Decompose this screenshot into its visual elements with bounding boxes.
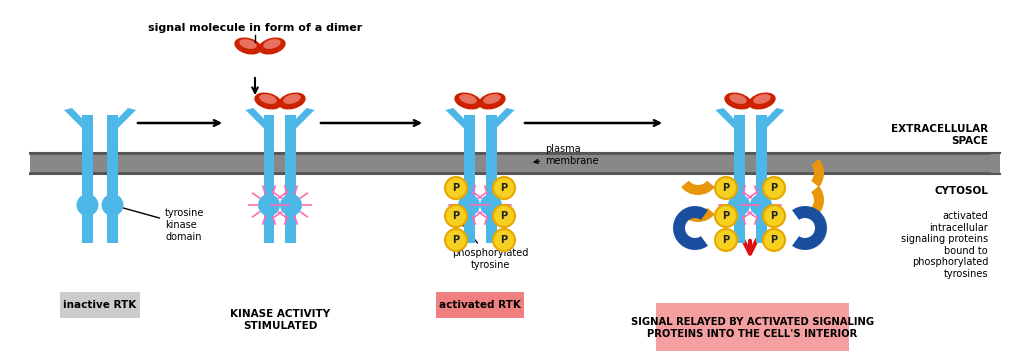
Circle shape bbox=[258, 194, 280, 216]
Ellipse shape bbox=[258, 38, 286, 54]
Ellipse shape bbox=[478, 92, 506, 110]
Ellipse shape bbox=[263, 39, 281, 49]
Circle shape bbox=[493, 177, 515, 199]
FancyBboxPatch shape bbox=[30, 153, 990, 172]
Text: EXTRACELLULAR
SPACE: EXTRACELLULAR SPACE bbox=[891, 124, 988, 146]
Wedge shape bbox=[681, 181, 715, 195]
Ellipse shape bbox=[483, 94, 501, 104]
FancyBboxPatch shape bbox=[656, 303, 849, 351]
Ellipse shape bbox=[459, 94, 477, 104]
FancyBboxPatch shape bbox=[106, 115, 118, 163]
Ellipse shape bbox=[279, 92, 306, 110]
Circle shape bbox=[480, 194, 502, 216]
Ellipse shape bbox=[749, 92, 776, 110]
Polygon shape bbox=[793, 206, 827, 250]
Wedge shape bbox=[811, 159, 824, 187]
Circle shape bbox=[763, 205, 785, 227]
Text: inactive RTK: inactive RTK bbox=[63, 300, 136, 310]
Text: P: P bbox=[723, 211, 729, 221]
Polygon shape bbox=[113, 108, 136, 128]
Text: P: P bbox=[770, 183, 777, 193]
Polygon shape bbox=[63, 108, 87, 128]
FancyBboxPatch shape bbox=[436, 292, 524, 318]
Text: P: P bbox=[770, 211, 777, 221]
Polygon shape bbox=[673, 206, 708, 250]
Circle shape bbox=[458, 194, 480, 216]
Ellipse shape bbox=[234, 38, 262, 54]
Polygon shape bbox=[246, 108, 269, 128]
Circle shape bbox=[763, 229, 785, 251]
Polygon shape bbox=[761, 108, 784, 128]
Polygon shape bbox=[445, 108, 469, 128]
Text: P: P bbox=[453, 211, 460, 221]
FancyBboxPatch shape bbox=[464, 163, 474, 243]
Circle shape bbox=[101, 194, 124, 216]
Circle shape bbox=[715, 177, 737, 199]
FancyBboxPatch shape bbox=[286, 115, 297, 163]
Text: P: P bbox=[723, 183, 729, 193]
Circle shape bbox=[728, 194, 750, 216]
Text: P: P bbox=[453, 183, 460, 193]
Circle shape bbox=[77, 194, 98, 216]
FancyBboxPatch shape bbox=[733, 163, 744, 243]
Text: P: P bbox=[453, 235, 460, 245]
Circle shape bbox=[445, 205, 467, 227]
Text: P: P bbox=[501, 211, 508, 221]
Text: CYTOSOL: CYTOSOL bbox=[934, 186, 988, 196]
Text: phosphorylated
tyrosine: phosphorylated tyrosine bbox=[452, 219, 528, 270]
Ellipse shape bbox=[754, 94, 771, 104]
Circle shape bbox=[715, 229, 737, 251]
Polygon shape bbox=[490, 108, 514, 128]
FancyBboxPatch shape bbox=[263, 115, 274, 163]
Ellipse shape bbox=[729, 94, 746, 104]
FancyBboxPatch shape bbox=[286, 163, 297, 243]
Ellipse shape bbox=[724, 92, 752, 110]
FancyBboxPatch shape bbox=[82, 115, 93, 163]
Wedge shape bbox=[681, 208, 715, 222]
Circle shape bbox=[493, 229, 515, 251]
FancyBboxPatch shape bbox=[263, 163, 274, 243]
FancyBboxPatch shape bbox=[464, 115, 474, 163]
Circle shape bbox=[445, 177, 467, 199]
Wedge shape bbox=[811, 186, 824, 214]
FancyBboxPatch shape bbox=[106, 163, 118, 243]
Circle shape bbox=[445, 229, 467, 251]
Text: P: P bbox=[501, 183, 508, 193]
Ellipse shape bbox=[259, 94, 276, 104]
Text: P: P bbox=[770, 235, 777, 245]
Text: tyrosine
kinase
domain: tyrosine kinase domain bbox=[117, 205, 205, 241]
Polygon shape bbox=[716, 108, 739, 128]
Text: signal molecule in form of a dimer: signal molecule in form of a dimer bbox=[147, 23, 362, 33]
Circle shape bbox=[750, 194, 772, 216]
Text: P: P bbox=[501, 235, 508, 245]
Text: activated
intracellular
signaling proteins
bound to
phosphorylated
tyrosines: activated intracellular signaling protei… bbox=[901, 211, 988, 279]
Circle shape bbox=[763, 177, 785, 199]
FancyBboxPatch shape bbox=[756, 163, 767, 243]
FancyBboxPatch shape bbox=[756, 115, 767, 163]
FancyBboxPatch shape bbox=[485, 115, 497, 163]
Circle shape bbox=[280, 194, 302, 216]
FancyBboxPatch shape bbox=[60, 292, 140, 318]
Ellipse shape bbox=[240, 39, 257, 49]
Ellipse shape bbox=[284, 94, 301, 104]
Text: KINASE ACTIVITY
STIMULATED: KINASE ACTIVITY STIMULATED bbox=[230, 309, 330, 331]
FancyBboxPatch shape bbox=[30, 153, 1000, 174]
Polygon shape bbox=[291, 108, 314, 128]
Ellipse shape bbox=[455, 92, 481, 110]
FancyBboxPatch shape bbox=[733, 115, 744, 163]
Circle shape bbox=[715, 205, 737, 227]
Text: P: P bbox=[723, 235, 729, 245]
Ellipse shape bbox=[254, 92, 282, 110]
Text: SIGNAL RELAYED BY ACTIVATED SIGNALING
PROTEINS INTO THE CELL'S INTERIOR: SIGNAL RELAYED BY ACTIVATED SIGNALING PR… bbox=[631, 317, 874, 339]
Text: plasma
membrane: plasma membrane bbox=[535, 144, 598, 166]
Circle shape bbox=[493, 205, 515, 227]
Text: activated RTK: activated RTK bbox=[439, 300, 521, 310]
FancyBboxPatch shape bbox=[82, 163, 93, 243]
FancyBboxPatch shape bbox=[485, 163, 497, 243]
